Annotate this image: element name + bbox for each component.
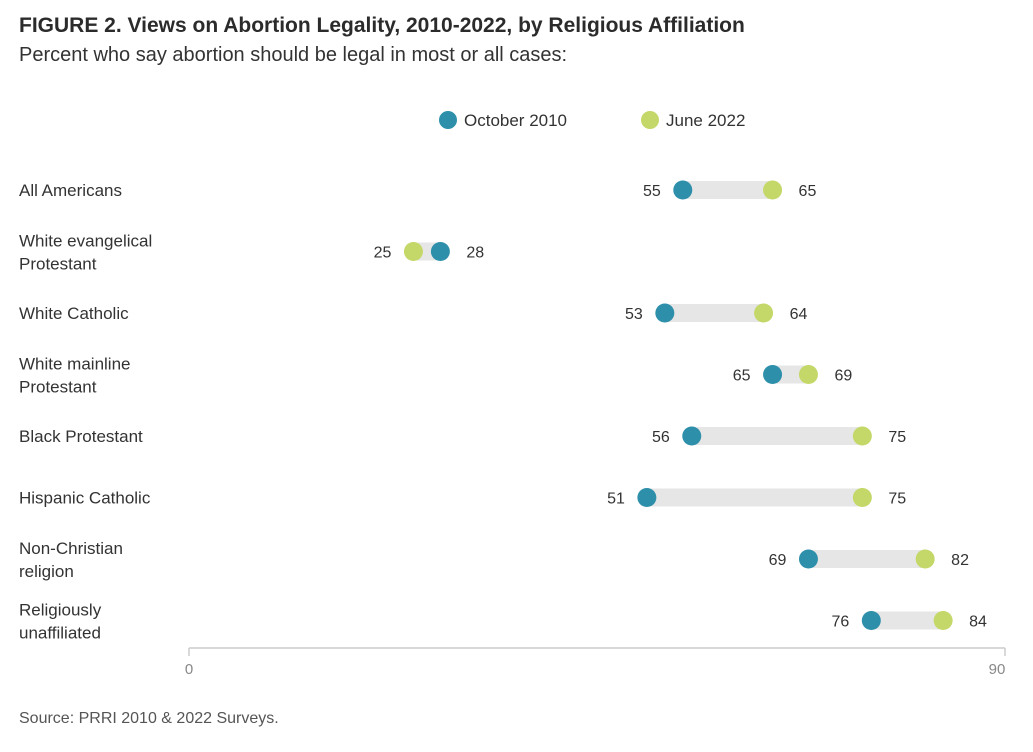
- category-label: White mainline: [19, 355, 131, 374]
- value-label-low: 76: [832, 614, 850, 631]
- figure-subtitle: Percent who say abortion should be legal…: [19, 44, 568, 66]
- category-label: Black Protestant: [19, 427, 143, 446]
- dot-june-2022: [915, 549, 935, 569]
- dot-june-2022: [798, 365, 818, 384]
- value-label-low: 69: [769, 552, 787, 569]
- dot-october-2010: [637, 488, 657, 507]
- dot-october-2010: [682, 426, 702, 446]
- legend-label-june-2022: June 2022: [666, 111, 745, 130]
- dumbbell-chart: October 2010 June 2022 All Americans 55 65 Wh…: [19, 111, 1006, 678]
- value-label-high: 82: [951, 552, 969, 569]
- dot-june-2022: [754, 303, 774, 323]
- dot-october-2010: [798, 549, 818, 569]
- dot-october-2010: [763, 365, 783, 384]
- dot-june-2022: [852, 426, 872, 446]
- category-label: religion: [19, 562, 74, 581]
- figure-title: FIGURE 2. Views on Abortion Legality, 20…: [19, 14, 745, 37]
- source-note: Source: PRRI 2010 & 2022 Surveys.: [19, 710, 279, 727]
- x-tick-label: 90: [989, 661, 1006, 678]
- value-label-high: 75: [888, 429, 906, 446]
- dot-june-2022: [763, 180, 783, 200]
- dot-october-2010: [861, 611, 881, 630]
- legend-marker-june-2022: [641, 111, 659, 129]
- value-label-low: 53: [625, 306, 643, 323]
- category-label: Religiously: [19, 601, 102, 620]
- category-label: White Catholic: [19, 304, 129, 323]
- value-label-low: 65: [733, 368, 751, 385]
- category-label: All Americans: [19, 181, 122, 200]
- category-label: White evangelical: [19, 232, 152, 251]
- dot-june-2022: [852, 488, 872, 507]
- title-block: FIGURE 2. Views on Abortion Legality, 20…: [19, 12, 745, 70]
- legend-marker-october-2010: [439, 111, 457, 129]
- value-label-high: 69: [834, 368, 852, 385]
- dot-october-2010: [673, 180, 693, 200]
- value-label-high: 64: [790, 306, 808, 323]
- category-label: unaffiliated: [19, 624, 101, 643]
- value-label-low: 25: [374, 245, 392, 262]
- dot-june-2022: [933, 611, 953, 630]
- category-label: Non-Christian: [19, 539, 123, 558]
- value-label-high: 65: [799, 183, 817, 200]
- value-label-high: 75: [888, 491, 906, 508]
- value-label-low: 55: [643, 183, 661, 200]
- category-label: Protestant: [19, 255, 97, 274]
- value-label-high: 84: [969, 614, 987, 631]
- dot-june-2022: [403, 242, 423, 261]
- category-label: Protestant: [19, 378, 97, 397]
- dot-october-2010: [655, 303, 675, 323]
- value-label-high: 28: [466, 245, 484, 262]
- dot-october-2010: [430, 242, 450, 261]
- x-tick-label: 0: [185, 661, 193, 678]
- legend-label-october-2010: October 2010: [464, 111, 567, 130]
- category-label: Hispanic Catholic: [19, 489, 151, 508]
- value-label-low: 56: [652, 429, 670, 446]
- value-label-low: 51: [607, 491, 625, 508]
